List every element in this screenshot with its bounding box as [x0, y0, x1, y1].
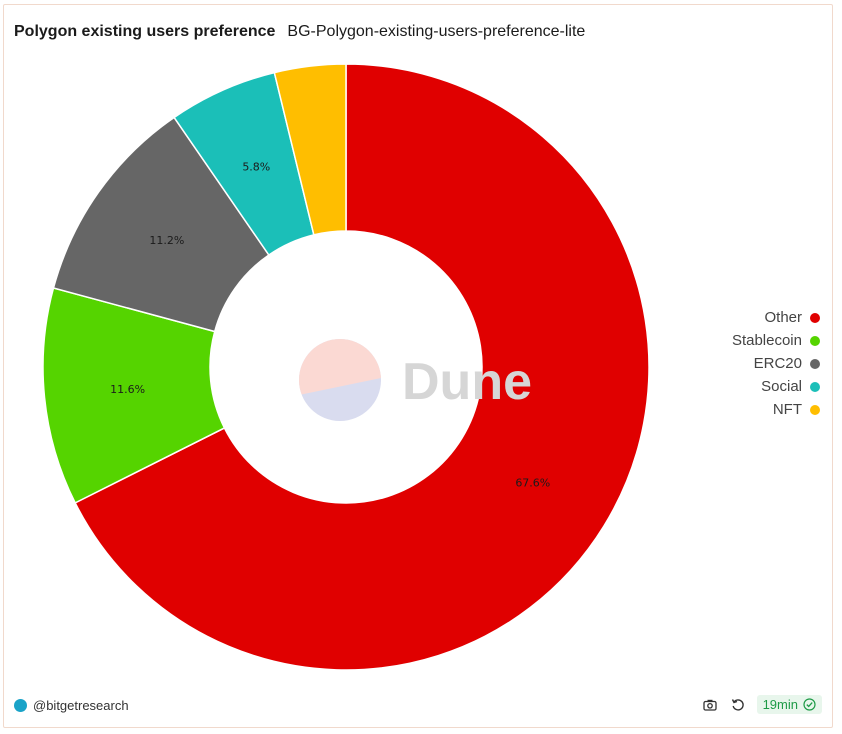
slice-nft[interactable]: [273, 63, 347, 236]
watermark-logo-top: [299, 339, 381, 395]
chart-title: Polygon existing users preference: [14, 23, 276, 40]
refresh-icon[interactable]: [729, 696, 747, 714]
legend-label: Other: [764, 309, 802, 326]
legend-item-other[interactable]: Other: [764, 308, 820, 327]
slice-label-erc20: 11.2%: [149, 234, 184, 247]
author-info[interactable]: @bitgetresearch: [14, 698, 129, 713]
legend-item-nft[interactable]: NFT: [773, 400, 820, 419]
legend-dot: [810, 358, 820, 369]
author-handle[interactable]: @bitgetresearch: [33, 698, 129, 713]
legend-label: ERC20: [753, 355, 802, 372]
legend-dot: [810, 312, 820, 323]
slice-label-other: 67.6%: [515, 476, 550, 489]
legend-label: Stablecoin: [731, 332, 802, 349]
author-avatar: [14, 699, 27, 712]
legend-item-social[interactable]: Social: [761, 377, 820, 396]
slice-other[interactable]: [74, 63, 650, 671]
chart-legend: Other Stablecoin ERC20 Social NFT: [732, 308, 820, 419]
watermark-text: Dune: [402, 353, 532, 411]
camera-icon[interactable]: [701, 696, 719, 714]
legend-label: Social: [761, 378, 802, 395]
legend-label: NFT: [772, 401, 802, 418]
query-name[interactable]: BG-Polygon-existing-users-preference-lit…: [287, 23, 586, 40]
chart-header: Polygon existing users preference BG-Pol…: [14, 23, 585, 41]
legend-dot: [810, 404, 820, 415]
chart-actions: 19min: [701, 695, 822, 714]
slice-stablecoin[interactable]: [42, 287, 226, 504]
refresh-age: 19min: [762, 697, 798, 712]
slice-label-social: 5.8%: [242, 161, 270, 174]
pie-slices: [42, 63, 650, 671]
legend-dot: [810, 381, 820, 392]
refresh-status-badge[interactable]: 19min: [756, 695, 822, 714]
legend-item-erc20[interactable]: ERC20: [754, 354, 820, 373]
dune-watermark: Dune: [299, 339, 532, 421]
legend-item-stablecoin[interactable]: Stablecoin: [732, 331, 820, 350]
slice-erc20[interactable]: [52, 116, 270, 333]
slice-label-stablecoin: 11.6%: [110, 383, 145, 396]
check-circle-icon: [803, 698, 816, 711]
legend-dot: [810, 335, 820, 346]
slice-labels: 67.6% 11.6% 11.2% 5.8%: [110, 161, 550, 490]
